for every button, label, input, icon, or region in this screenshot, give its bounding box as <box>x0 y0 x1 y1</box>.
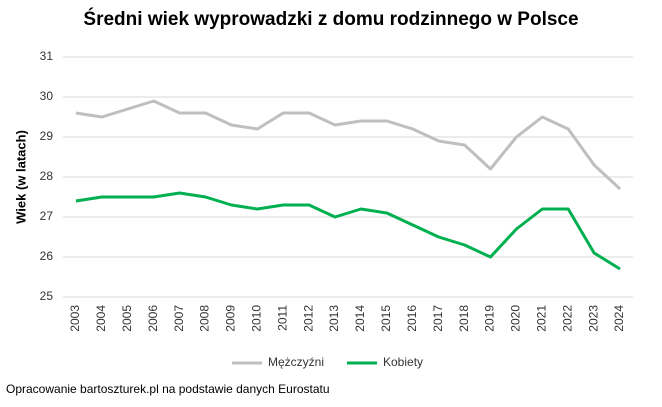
y-axis-label: Wiek (w latach) <box>13 130 28 224</box>
legend-label: Kobiety <box>383 355 423 369</box>
chart-title: Średni wiek wyprowadzki z domu rodzinneg… <box>83 8 578 30</box>
x-tick-label: 2022 <box>560 305 574 332</box>
x-tick-label: 2008 <box>198 305 212 332</box>
x-tick-label: 2020 <box>509 305 523 332</box>
y-tick-label: 25 <box>40 289 54 303</box>
x-tick-label: 2007 <box>172 305 186 332</box>
y-tick-label: 31 <box>40 49 54 63</box>
y-tick-label: 30 <box>40 89 54 103</box>
source-note: Opracowanie bartoszturek.pl na podstawie… <box>6 382 330 396</box>
x-tick-label: 2004 <box>94 305 108 332</box>
y-tick-label: 26 <box>40 249 54 263</box>
x-tick-label: 2017 <box>431 305 445 332</box>
y-tick-label: 29 <box>40 129 54 143</box>
series-line <box>75 191 621 271</box>
x-tick-label: 2016 <box>405 305 419 332</box>
x-tick-label: 2014 <box>353 305 367 332</box>
x-tick-label: 2006 <box>146 305 160 332</box>
x-tick-label: 2018 <box>457 305 471 332</box>
x-tick-label: 2005 <box>120 305 134 332</box>
x-tick-label: 2024 <box>612 305 626 332</box>
x-tick-label: 2009 <box>224 305 238 332</box>
x-tick-label: 2003 <box>68 305 82 332</box>
y-tick-label: 27 <box>40 209 54 223</box>
x-tick-label: 2011 <box>275 305 289 331</box>
x-tick-label: 2015 <box>379 305 393 332</box>
x-tick-label: 2010 <box>249 305 263 332</box>
legend-label: Mężczyźni <box>268 355 324 369</box>
series-line <box>75 99 622 191</box>
x-tick-label: 2012 <box>301 305 315 332</box>
x-tick-label: 2019 <box>483 305 497 332</box>
x-tick-label: 2023 <box>586 305 600 332</box>
y-tick-label: 28 <box>40 169 54 183</box>
x-tick-label: 2013 <box>327 305 341 332</box>
x-tick-label: 2021 <box>534 305 548 332</box>
